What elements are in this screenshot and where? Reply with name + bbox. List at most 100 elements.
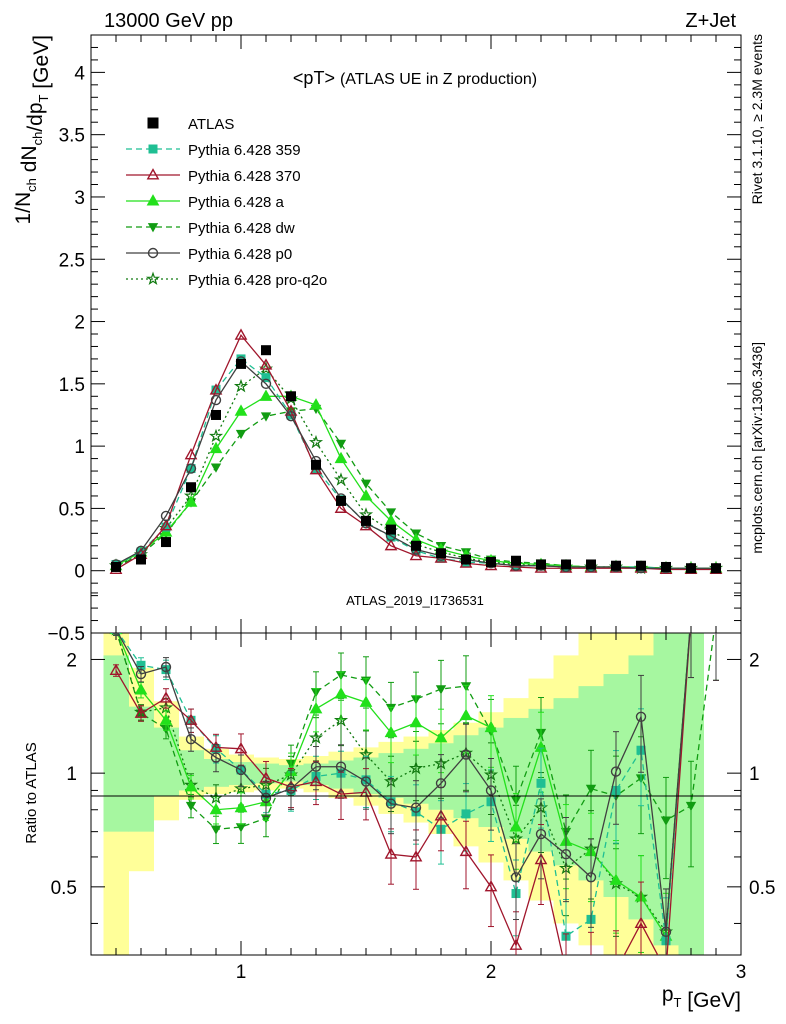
main-series-layer [108, 328, 724, 575]
point-pa [259, 389, 273, 401]
plot-title-main: <pT> [293, 68, 335, 88]
legend-label-pdw: Pythia 6.428 dw [188, 220, 295, 237]
point-p359 [386, 532, 396, 542]
ratio-point-p370 [561, 965, 571, 974]
ratio-point-pdw [210, 825, 222, 835]
ratio-point-pp0 [560, 849, 572, 860]
ratio-point-pp0 [660, 926, 672, 938]
ratio-point-pa [384, 725, 398, 738]
point-pq2o [208, 428, 224, 443]
point-atlas [111, 561, 121, 572]
point-pdw [385, 508, 397, 518]
ratio-point-pp0 [135, 668, 147, 680]
ratio-point-pa [609, 873, 623, 885]
ratio-point-pp0 [687, 612, 696, 621]
label-subscript: ch [24, 178, 39, 192]
point-p359 [261, 373, 271, 383]
ratio-band-inner [128, 706, 154, 832]
ratio-point-pp0 [585, 872, 597, 883]
point-pdw [335, 439, 347, 450]
ratio-point-pa [334, 687, 348, 699]
point-p370 [209, 383, 223, 395]
legend-marker-pq2o [145, 271, 161, 286]
label-part: [GeV] [681, 989, 741, 1012]
label-part: /dp [24, 102, 47, 131]
ratio-point-pq2o [711, 611, 722, 621]
ratio-point-p370 [459, 844, 473, 857]
ratio-point-p370 [409, 850, 423, 862]
ratio-tick-label-right: 2 [749, 650, 760, 671]
ratio-point-pp0 [410, 802, 422, 813]
y-tick-label: 1.5 [59, 375, 85, 396]
axis-ticks: −0.5 0 0.5 1 1.5 2 2.5 3 3.5 4 1 2 3 0.5 0.5 1 1 2 2 [47, 35, 775, 983]
point-pq2o [333, 472, 349, 486]
point-atlas [136, 554, 146, 565]
x-tick-label: 1 [236, 962, 247, 983]
point-atlas [486, 556, 496, 567]
ratio-point-pdw [235, 823, 247, 833]
point-pp0 [160, 510, 172, 522]
ratio-band-inner [103, 655, 129, 832]
y-axis-label-main: 1/Nch dNch/dpT [GeV] [12, 35, 53, 225]
ratio-point-p370 [334, 787, 348, 799]
ratio-point-p370 [661, 965, 671, 974]
ratio-point-p370 [686, 611, 696, 620]
ratio-point-pp0 [335, 761, 347, 772]
ratio-point-pp0 [185, 733, 197, 745]
ratio-point-pa [134, 683, 148, 695]
mcplots-label: mcplots.cern.ch [arXiv:1306.3436] [749, 342, 765, 554]
y-tick-label: 0.5 [59, 499, 85, 520]
ratio-point-pp0 [210, 752, 222, 763]
point-atlas [236, 358, 246, 369]
ratio-tick-label-left: 1 [66, 764, 77, 785]
ratio-point-pp0 [160, 661, 172, 673]
point-atlas [261, 345, 271, 356]
ratio-point-pdw [185, 801, 197, 812]
ratio-point-pq2o [308, 730, 324, 744]
ratio-point-pa [184, 779, 198, 792]
legend: ATLAS Pythia 6.428 359 Pythia 6.428 370 Pyt… [126, 116, 327, 289]
ratio-point-pp0 [485, 785, 497, 796]
ratio-point-p370 [234, 741, 248, 754]
x-axis-label: pT [GeV] [662, 983, 741, 1012]
ratio-point-pdw [660, 816, 672, 826]
ratio-point-pdw [435, 685, 447, 695]
ratio-point-pp0 [610, 766, 622, 777]
point-p370 [409, 548, 423, 561]
point-p370 [334, 501, 348, 513]
point-p370 [159, 519, 173, 531]
ratio-point-p370 [484, 880, 498, 892]
point-atlas [711, 563, 721, 574]
ratio-point-pp0 [235, 764, 247, 776]
ratio-point-pq2o [233, 781, 249, 795]
ratio-point-p359 [536, 778, 546, 788]
point-atlas [661, 561, 671, 572]
point-pq2o [308, 434, 324, 449]
legend-label-pa: Pythia 6.428 a [188, 194, 285, 211]
point-atlas [611, 560, 621, 571]
header-left: 13000 GeV pp [104, 10, 233, 32]
ratio-point-p370 [384, 847, 398, 859]
ratio-point-pa [409, 715, 423, 728]
point-pa [184, 495, 198, 507]
point-atlas [161, 537, 171, 548]
label-part: [GeV] [30, 35, 53, 95]
header-right: Z+Jet [685, 10, 736, 32]
y-tick-label: 2.5 [59, 250, 85, 271]
plot-title-sub: (ATLAS UE in Z production) [340, 71, 537, 88]
legend-marker-pp0 [147, 247, 159, 259]
ratio-point-pa [434, 731, 448, 743]
ratio-point-p359 [461, 809, 471, 819]
point-pdw [360, 479, 372, 489]
ratio-point-pa [509, 820, 523, 832]
ratio-point-pa [234, 800, 248, 813]
point-pp0 [185, 463, 197, 474]
ratio-point-pp0 [535, 828, 547, 840]
ratio-tick-label-right: 0.5 [749, 878, 775, 899]
ratio-point-pdw [685, 801, 697, 812]
point-atlas [286, 391, 296, 402]
ratio-point-pp0 [285, 783, 297, 794]
ratio-point-pp0 [112, 633, 120, 635]
ratio-point-pp0 [635, 711, 647, 722]
ratio-point-p359 [687, 612, 696, 621]
